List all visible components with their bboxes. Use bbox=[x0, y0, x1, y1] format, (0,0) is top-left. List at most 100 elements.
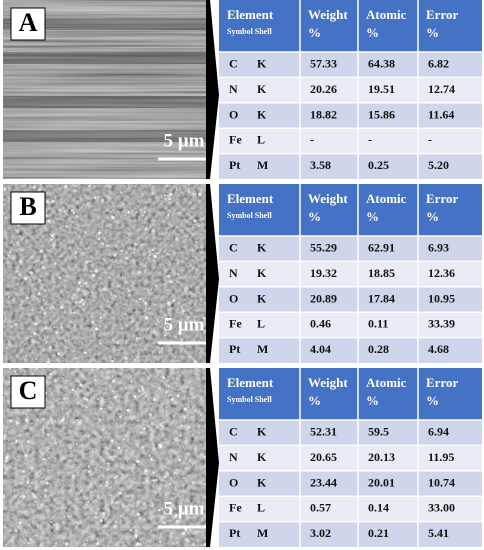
speck bbox=[69, 443, 73, 447]
speck bbox=[46, 200, 50, 203]
speck bbox=[30, 312, 32, 314]
speck bbox=[57, 352, 61, 356]
speck bbox=[5, 292, 8, 295]
speck bbox=[15, 249, 18, 253]
element-shell: K bbox=[257, 291, 267, 305]
element-symbol: C bbox=[229, 240, 238, 254]
panel: B 5 µm Element Symbol Shell Weight% Atomic% Er… bbox=[1, 183, 482, 364]
speck bbox=[54, 248, 56, 250]
table-row-bg bbox=[219, 102, 482, 129]
speck bbox=[155, 425, 160, 429]
speck bbox=[4, 437, 6, 440]
speck bbox=[85, 316, 88, 319]
speck bbox=[109, 210, 112, 214]
speck bbox=[168, 394, 171, 397]
speck bbox=[118, 289, 121, 292]
speck bbox=[89, 490, 92, 493]
speck bbox=[35, 357, 38, 360]
speck bbox=[175, 519, 179, 523]
speck bbox=[46, 454, 48, 456]
element-shell: L bbox=[257, 133, 265, 147]
speck bbox=[72, 474, 76, 478]
speck bbox=[62, 357, 64, 359]
speck bbox=[113, 395, 118, 399]
speck bbox=[184, 289, 187, 292]
speck bbox=[69, 410, 72, 414]
connector-wedge bbox=[206, 0, 219, 179]
table-row-bg bbox=[219, 521, 482, 547]
speck bbox=[81, 302, 86, 307]
speck bbox=[165, 384, 167, 386]
speck bbox=[187, 371, 190, 374]
speck bbox=[108, 504, 110, 507]
speck bbox=[158, 386, 162, 390]
speck bbox=[204, 262, 207, 264]
speck bbox=[47, 450, 50, 453]
speck bbox=[176, 394, 180, 398]
speck bbox=[7, 254, 10, 257]
speck bbox=[15, 439, 18, 443]
element-symbol: Fe bbox=[229, 317, 242, 331]
speck bbox=[54, 439, 57, 442]
element-shell: L bbox=[257, 317, 265, 331]
speck bbox=[58, 412, 60, 414]
table-cell: 6.82 bbox=[428, 56, 449, 70]
speck bbox=[24, 538, 27, 541]
speck bbox=[35, 370, 37, 372]
speck bbox=[4, 216, 7, 220]
table-cell: 10.74 bbox=[428, 475, 455, 489]
speck bbox=[193, 219, 197, 223]
speck bbox=[93, 378, 97, 382]
speck bbox=[177, 360, 180, 362]
speck bbox=[174, 471, 178, 475]
speck bbox=[130, 299, 132, 301]
panel-label: B bbox=[19, 192, 36, 221]
band bbox=[3, 96, 206, 108]
speck bbox=[102, 296, 105, 299]
speck bbox=[69, 308, 72, 312]
speck bbox=[144, 302, 147, 305]
speck bbox=[60, 325, 63, 328]
table-cell: 33.00 bbox=[428, 501, 455, 515]
element-symbol: N bbox=[229, 82, 238, 96]
speck bbox=[177, 438, 180, 442]
speck bbox=[55, 303, 59, 307]
speck bbox=[49, 233, 51, 236]
table-header-bg bbox=[219, 0, 482, 52]
speck bbox=[91, 491, 93, 493]
speck bbox=[51, 305, 55, 309]
table-cell: 6.94 bbox=[428, 424, 449, 438]
speck bbox=[124, 312, 127, 315]
element-shell: K bbox=[257, 475, 267, 489]
speck bbox=[114, 295, 117, 298]
speck bbox=[192, 543, 196, 547]
speck bbox=[197, 370, 200, 372]
speck bbox=[94, 250, 96, 252]
speck bbox=[10, 325, 14, 328]
table-cell: 11.95 bbox=[428, 450, 454, 464]
speck bbox=[165, 379, 169, 383]
speck bbox=[181, 511, 184, 514]
speck bbox=[99, 484, 103, 487]
speck bbox=[166, 319, 169, 322]
speck bbox=[135, 276, 137, 279]
speck bbox=[165, 471, 169, 475]
speck bbox=[102, 512, 106, 516]
speck bbox=[149, 402, 153, 405]
speck bbox=[47, 360, 51, 364]
speck bbox=[125, 251, 128, 255]
speck bbox=[182, 531, 186, 536]
speck bbox=[186, 286, 190, 290]
speck bbox=[131, 436, 133, 438]
speck bbox=[150, 457, 153, 461]
speck bbox=[85, 405, 89, 409]
scale-bar-label: 5 µm bbox=[163, 130, 204, 151]
speck bbox=[31, 339, 34, 343]
speck bbox=[163, 313, 166, 315]
element-symbol: Fe bbox=[229, 501, 242, 515]
speck bbox=[138, 253, 141, 256]
speck bbox=[139, 336, 142, 340]
speck bbox=[153, 303, 156, 306]
speck bbox=[180, 339, 183, 341]
speck bbox=[24, 339, 26, 341]
